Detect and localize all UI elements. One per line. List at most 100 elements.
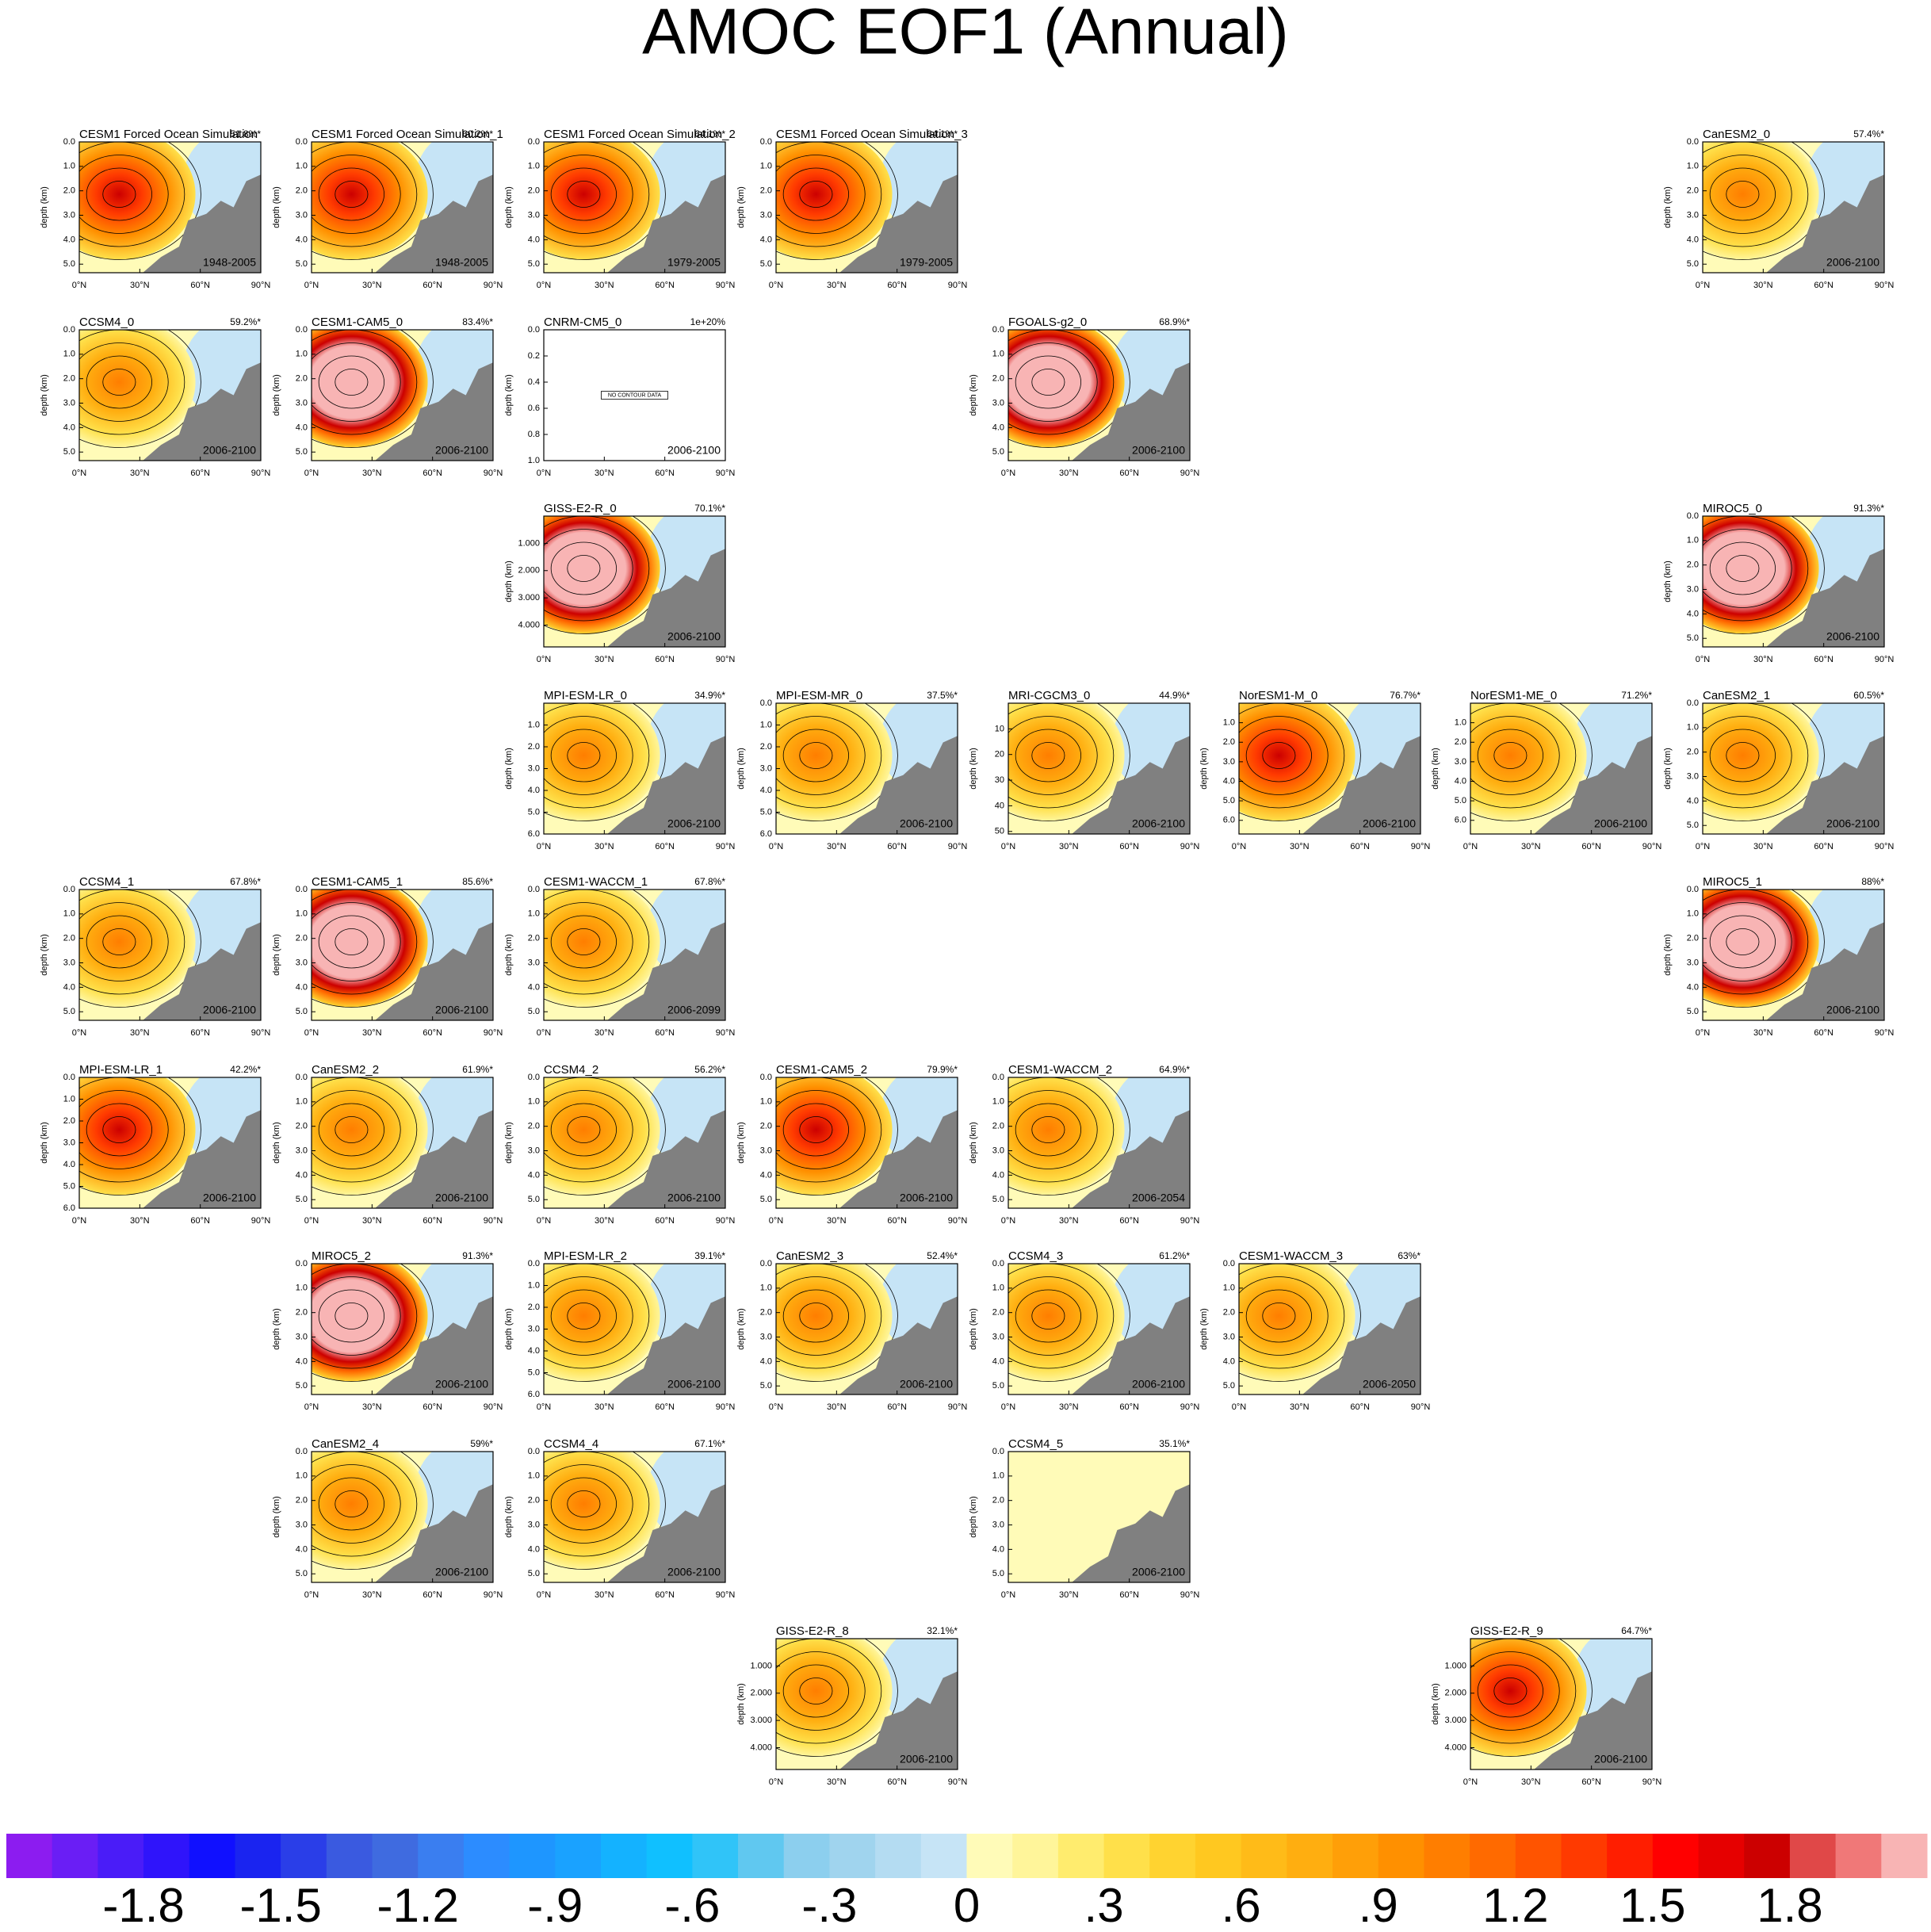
panel-title: MIROC5_2	[312, 1249, 371, 1263]
x-tick-label: 30°N	[130, 469, 150, 478]
topography	[1072, 736, 1190, 834]
y-tick-label: 20	[995, 750, 1004, 759]
contour-line	[1477, 729, 1544, 782]
colorbar-box	[1515, 1834, 1562, 1878]
panel-title: CanESM2_1	[1703, 689, 1770, 702]
y-tick-label: 1.0	[528, 1097, 540, 1107]
contour-line	[799, 1678, 833, 1704]
x-tick-label: 0°N	[1001, 842, 1016, 851]
plot-frame	[775, 1077, 958, 1209]
contour-line	[318, 355, 385, 409]
x-tick-label: 30°N	[827, 1216, 847, 1226]
contour-line	[1493, 1678, 1528, 1704]
colorbar: -1.8 -1.5 -1.2 -.9 -.6 -.3 0 .3 .6 .9 1.2 1.5 1.8	[6, 1834, 1928, 1932]
y-axis-label: depth (km)	[272, 1122, 281, 1164]
topography	[1072, 1484, 1190, 1582]
panel: CanESM2_4 59%* 2006-2100 0.0 1.0 2.0 3.0 4.0 5.0…	[272, 1437, 503, 1600]
period: 1979-2005	[667, 256, 721, 269]
contour-line	[1015, 355, 1082, 409]
contour-field	[1703, 703, 1884, 834]
x-tick-label: 60°N	[423, 1402, 442, 1412]
contour-field	[312, 1452, 493, 1582]
contour-line	[544, 142, 666, 260]
period: 2006-2100	[667, 817, 721, 830]
contour-field	[312, 1077, 493, 1208]
positive-cell	[544, 703, 660, 821]
explained-variance: 64.9%*	[1159, 1064, 1190, 1075]
positive-cell	[544, 1264, 660, 1382]
x-tick-label: 30°N	[1753, 1028, 1773, 1038]
y-axis-label: depth (km)	[736, 1308, 746, 1350]
period: 2006-2100	[435, 1566, 488, 1578]
x-tick-label: 30°N	[595, 842, 614, 851]
explained-variance: 76.7%*	[1390, 690, 1421, 701]
topography	[1766, 174, 1884, 273]
y-tick-label: 2.0	[296, 186, 308, 196]
contour-field	[1703, 142, 1884, 273]
y-tick-label: 4.0	[296, 1356, 308, 1366]
y-axis-label: depth (km)	[272, 934, 281, 976]
colorbar-label: -1.5	[239, 1879, 321, 1932]
y-tick-label: 4.0	[760, 1356, 772, 1366]
y-tick-label: 0.0	[1687, 698, 1699, 708]
panel: NO CONTOUR DATA CNRM-CM5_0 1e+20% 2006-2100…	[504, 316, 735, 478]
y-tick-label: 3.0	[760, 1332, 772, 1341]
contour-field	[1008, 1452, 1190, 1582]
contour-line	[312, 330, 418, 435]
contour-line	[544, 1276, 633, 1356]
x-tick-label: 0°N	[72, 281, 87, 290]
contour-line	[776, 155, 866, 234]
panel: MRI-CGCM3_0 44.9%* 2006-2100 10 20 30 40 50 dept…	[969, 689, 1199, 851]
contour-line	[1703, 516, 1809, 622]
y-axis-label: depth (km)	[272, 374, 281, 416]
contour-line	[567, 555, 601, 582]
contour-line	[335, 928, 369, 955]
contour-line	[312, 142, 418, 247]
topography	[839, 1110, 958, 1208]
y-tick-label: 5.0	[296, 447, 308, 457]
period: 2006-2100	[900, 1378, 953, 1391]
x-tick-label: 60°N	[655, 1402, 675, 1412]
panel: CCSM4_3 61.2%* 2006-2100 0.0 1.0 2.0 3.0 4.0 5.0…	[969, 1249, 1199, 1412]
x-tick-label: 30°N	[1753, 655, 1773, 664]
contour-field	[776, 142, 958, 273]
panel: NorESM1-ME_0 71.2%* 2006-2100 1.0 2.0 3.0 4.0 5…	[1431, 689, 1661, 851]
y-tick-label: 3.0	[1223, 757, 1235, 767]
x-tick-label: 60°N	[887, 281, 907, 290]
y-tick-label: 0.0	[296, 885, 308, 894]
panel-title: CESM1 Forced Ocean Simulation	[79, 128, 258, 141]
contour-field	[544, 1077, 725, 1208]
colorbar-label: -.9	[527, 1879, 583, 1932]
y-tick-label: 5.0	[63, 259, 75, 269]
y-tick-label: 0.0	[1687, 511, 1699, 521]
y-tick-label: 3.0	[528, 1520, 540, 1529]
x-tick-label: 90°N	[716, 1402, 736, 1412]
y-tick-label: 4.0	[296, 235, 308, 244]
contour-line	[782, 1664, 850, 1718]
explained-variance: 71.2%*	[1621, 690, 1652, 701]
panel: NorESM1-M_0 76.7%* 2006-2100 1.0 2.0 3.0 4.0 5.…	[1199, 689, 1430, 851]
x-tick-label: 30°N	[595, 1402, 614, 1412]
y-tick-label: 2.0	[63, 1116, 75, 1126]
y-axis-label: depth (km)	[504, 1496, 514, 1538]
colorbar-label: 0	[954, 1879, 980, 1932]
period: 2006-2100	[1132, 1378, 1185, 1391]
panel: GISS-E2-R_9 64.7%* 2006-2100 1.000 2.000 3.00…	[1431, 1624, 1661, 1787]
panel-title: GISS-E2-R_8	[776, 1624, 849, 1638]
panel-title: FGOALS-g2_0	[1008, 316, 1087, 329]
x-tick-label: 60°N	[423, 1028, 442, 1038]
y-tick-label: 4.0	[1687, 609, 1699, 618]
y-tick-label: 5.0	[296, 1569, 308, 1578]
x-tick-label: 0°N	[1001, 1216, 1016, 1226]
x-tick-label: 0°N	[537, 1028, 552, 1038]
y-axis-label: depth (km)	[969, 1308, 978, 1350]
x-tick-label: 90°N	[1875, 281, 1895, 290]
explained-variance: 64.7%*	[1621, 1625, 1652, 1636]
y-axis-label: depth (km)	[969, 1496, 978, 1538]
contour-line	[318, 1289, 385, 1343]
x-tick-label: 30°N	[362, 281, 382, 290]
y-axis-label: depth (km)	[969, 1122, 978, 1164]
x-tick-label: 90°N	[251, 1028, 271, 1038]
x-tick-label: 60°N	[1350, 1402, 1370, 1412]
